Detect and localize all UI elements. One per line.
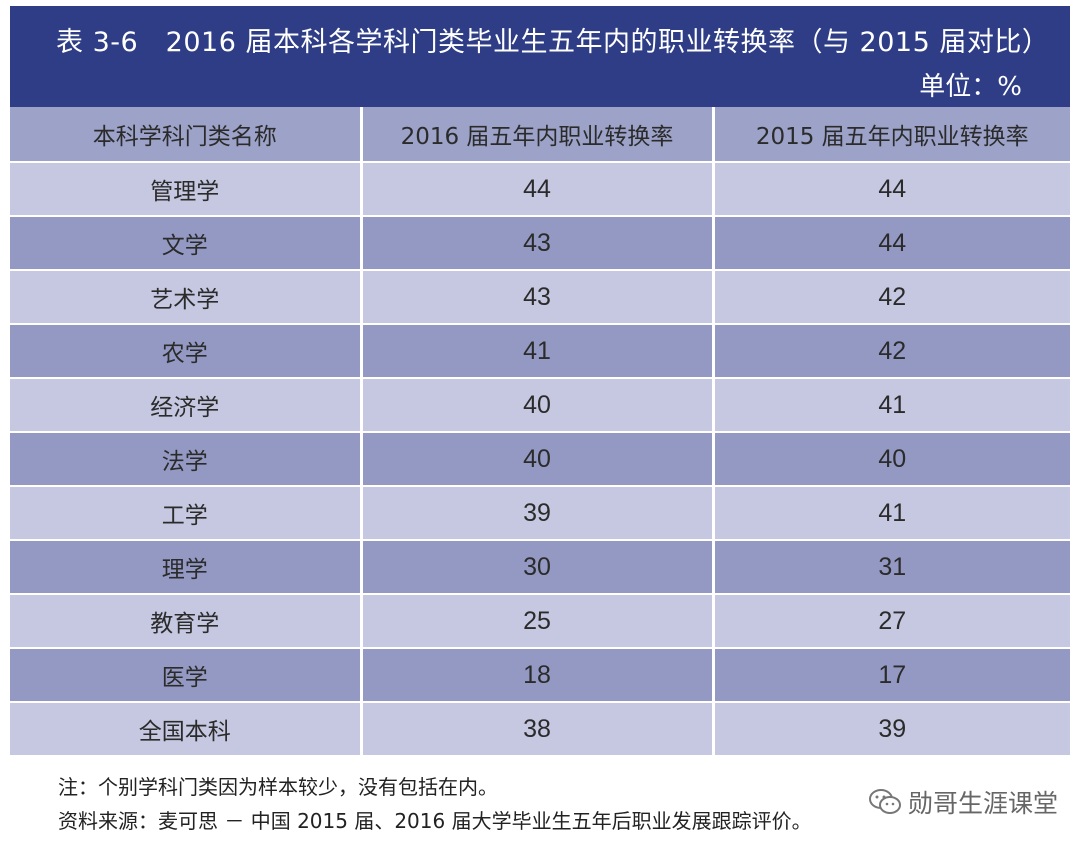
discipline-name: 工学 (10, 486, 363, 541)
rate-2016: 30 (361, 540, 715, 595)
header-discipline: 本科学科门类名称 (10, 107, 363, 163)
rate-2015: 42 (713, 270, 1070, 325)
discipline-name: 法学 (10, 432, 363, 487)
rate-2015: 27 (713, 594, 1070, 649)
rate-2015: 41 (713, 486, 1070, 541)
table-row: 医学 18 17 (10, 648, 1070, 703)
table-row: 法学 40 40 (10, 432, 1070, 487)
rate-2016: 40 (361, 378, 715, 433)
discipline-name: 理学 (10, 540, 363, 595)
discipline-name: 经济学 (10, 378, 363, 433)
rate-2015: 39 (713, 702, 1070, 757)
table-row: 文学 43 44 (10, 216, 1070, 271)
discipline-name: 管理学 (10, 162, 363, 217)
rate-2015: 40 (713, 432, 1070, 487)
table-row: 教育学 25 27 (10, 594, 1070, 649)
rate-2016: 39 (361, 486, 715, 541)
unit-label: 单位：% (919, 72, 1022, 102)
rate-2016: 38 (361, 702, 715, 757)
watermark: 勋哥生涯课堂 (868, 784, 1058, 820)
table-row: 管理学 44 44 (10, 162, 1070, 217)
rate-2016: 41 (361, 324, 715, 379)
discipline-name: 农学 (10, 324, 363, 379)
rate-2016: 25 (361, 594, 715, 649)
table-title-bar: 表 3-6 2016 届本科各学科门类毕业生五年内的职业转换率（与 2015 届… (10, 6, 1070, 107)
rate-2016: 43 (361, 216, 715, 271)
rate-2016: 44 (361, 162, 715, 217)
table-row: 艺术学 43 42 (10, 270, 1070, 325)
rate-2016: 40 (361, 432, 715, 487)
rate-2015: 31 (713, 540, 1070, 595)
note-text: 注：个别学科门类因为样本较少，没有包括在内。 (58, 775, 498, 799)
rate-2015: 44 (713, 162, 1070, 217)
header-2015-rate: 2015 届五年内职业转换率 (713, 107, 1070, 163)
table-row: 工学 39 41 (10, 486, 1070, 541)
table-header-row: 本科学科门类名称 2016 届五年内职业转换率 2015 届五年内职业转换率 (10, 107, 1070, 163)
rate-2015: 41 (713, 378, 1070, 433)
career-change-rate-table: 本科学科门类名称 2016 届五年内职业转换率 2015 届五年内职业转换率 管… (10, 107, 1070, 757)
table-row: 农学 41 42 (10, 324, 1070, 379)
rate-2015: 44 (713, 216, 1070, 271)
table-row-total: 全国本科 38 39 (10, 702, 1070, 757)
source-text: 资料来源：麦可思 － 中国 2015 届、2016 届大学毕业生五年后职业发展跟… (58, 809, 812, 833)
wechat-icon (868, 788, 902, 816)
rate-2015: 17 (713, 648, 1070, 703)
discipline-name: 医学 (10, 648, 363, 703)
header-2016-rate: 2016 届五年内职业转换率 (361, 107, 715, 163)
table-notes: 注：个别学科门类因为样本较少，没有包括在内。 资料来源：麦可思 － 中国 201… (58, 770, 812, 838)
table-row: 理学 30 31 (10, 540, 1070, 595)
discipline-name: 艺术学 (10, 270, 363, 325)
discipline-name: 教育学 (10, 594, 363, 649)
rate-2016: 43 (361, 270, 715, 325)
rate-2015: 42 (713, 324, 1070, 379)
discipline-name: 全国本科 (10, 702, 363, 757)
table-title: 表 3-6 2016 届本科各学科门类毕业生五年内的职业转换率（与 2015 届… (56, 27, 1050, 58)
watermark-text: 勋哥生涯课堂 (907, 789, 1058, 818)
discipline-name: 文学 (10, 216, 363, 271)
table-row: 经济学 40 41 (10, 378, 1070, 433)
rate-2016: 18 (361, 648, 715, 703)
